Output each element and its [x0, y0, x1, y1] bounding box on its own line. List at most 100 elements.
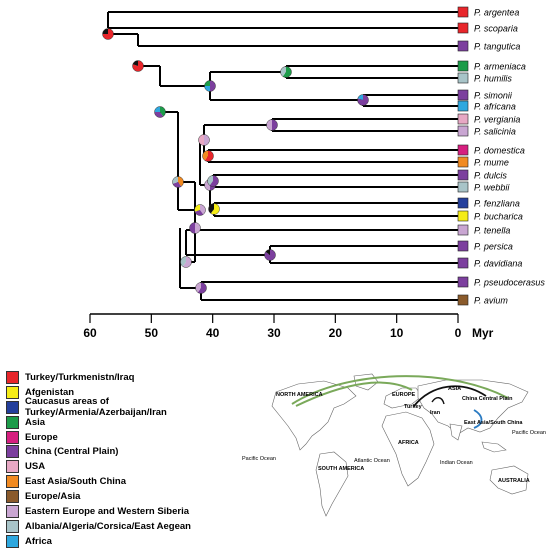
pie-slice [172, 182, 182, 188]
node-pie [189, 222, 201, 234]
pie-slice [195, 282, 201, 293]
south-america-shape [315, 451, 349, 517]
taxon-label: P. armeniaca [474, 62, 526, 72]
world-map: NORTH AMERICA EUROPE ASIA China Central … [236, 366, 548, 536]
map-label-china: China Central Plain [462, 396, 513, 402]
axis-unit-label: Myr [472, 326, 494, 340]
route-blue [473, 409, 483, 429]
map-label-north-america: NORTH AMERICA [276, 392, 323, 398]
pie-outline [266, 119, 278, 131]
tip-square [457, 6, 469, 18]
taxon-label: P. persica [474, 242, 513, 252]
legend-label: USA [25, 461, 46, 473]
node-pie [264, 249, 276, 261]
taxon-label: P. scoparia [474, 24, 518, 34]
pie-outline [154, 106, 166, 118]
pie-outline [204, 80, 216, 92]
tip-square [457, 169, 469, 181]
map-label-africa: AFRICA [398, 440, 419, 446]
ancestral-nodes [102, 28, 369, 294]
pie-outline [172, 176, 184, 188]
map-label-australia: AUSTRALIA [498, 478, 530, 484]
pie-outline [102, 28, 114, 40]
pie-slice [208, 203, 214, 214]
legend-swatch [6, 430, 19, 444]
legend-swatch [6, 400, 19, 414]
taxon-label: P. dulcis [474, 171, 507, 181]
africa-shape [381, 411, 435, 487]
tip-square [457, 40, 469, 52]
pie-slice [204, 80, 210, 86]
legend-item: Europe [6, 430, 241, 445]
route-black-turkey [431, 397, 445, 405]
pie-outline [202, 150, 214, 162]
legend-label: Turkey/Turkmenistn/Iraq [25, 371, 135, 383]
node-pie [132, 60, 144, 72]
north-america-shape [271, 380, 357, 451]
pie-slice [194, 210, 204, 216]
map-label-iran: Iran [430, 410, 441, 416]
pie-outline [132, 60, 144, 72]
pie-slice [204, 150, 214, 162]
taxon-label: P. simonii [474, 91, 513, 101]
legend-swatch [6, 504, 19, 518]
taxon-label: P. tenella [474, 226, 510, 236]
pie-slice [264, 249, 276, 261]
tip-square [457, 22, 469, 34]
pie-slice [272, 119, 278, 131]
pie-slice [210, 203, 220, 215]
tip-square [457, 113, 469, 125]
taxon-label: P. africana [474, 102, 516, 112]
map-label-europe: EUROPE [392, 392, 416, 398]
legend-label: Asia [25, 416, 46, 428]
axis-tick-label: 20 [329, 326, 343, 340]
axis-tick-label: 40 [206, 326, 220, 340]
taxon-label: P. tangutica [474, 42, 520, 52]
tip-square [457, 257, 469, 269]
tip-square [457, 276, 469, 288]
taxon-label: P. fenzliana [474, 199, 520, 209]
pie-slice [102, 28, 108, 34]
taxon-label: P. domestica [474, 146, 525, 156]
legend-swatch [6, 519, 19, 533]
axis-tick-label: 10 [390, 326, 404, 340]
pie-slice [194, 204, 200, 212]
tip-square [457, 72, 469, 84]
pie-slice [197, 282, 207, 294]
legend-item: Asia [6, 415, 241, 430]
pie-outline [207, 175, 219, 187]
tree-branches [107, 11, 458, 301]
pie-slice [204, 86, 210, 92]
legend-label: Albania/Algeria/Corsica/East Aegean [25, 520, 191, 532]
route-black-asia [413, 385, 487, 407]
node-pie [198, 134, 210, 146]
map-label-atlantic: Atlantic Ocean [354, 458, 390, 464]
pie-outline [280, 66, 292, 78]
se-asia-islands-shape [481, 441, 507, 453]
pie-outline [189, 222, 201, 234]
tip-square [457, 181, 469, 193]
legend-label: Europe [25, 431, 58, 443]
pie-slice [282, 66, 292, 78]
taxon-label: P. salicinia [474, 127, 516, 137]
pie-slice [195, 222, 201, 234]
australia-shape [489, 465, 529, 495]
axis-tick-label: 60 [83, 326, 97, 340]
map-label-turkey: Turkey [404, 404, 423, 410]
migration-routes [291, 375, 509, 429]
node-pie [266, 119, 278, 131]
pie-outline [357, 94, 369, 106]
taxon-label: P. pseudocerasus [474, 278, 545, 288]
tip-square [457, 224, 469, 236]
pie-outline [180, 256, 192, 268]
pie-slice [178, 176, 184, 187]
taxon-label: P. humilis [474, 74, 512, 84]
axis-tick-label: 30 [267, 326, 281, 340]
legend-item: Afgenistan [6, 385, 241, 400]
node-pie [280, 66, 292, 78]
node-pie [204, 80, 216, 92]
tip-square [457, 125, 469, 137]
legend-swatch [6, 415, 19, 429]
node-pie [102, 28, 114, 40]
legend-swatch [6, 445, 19, 459]
